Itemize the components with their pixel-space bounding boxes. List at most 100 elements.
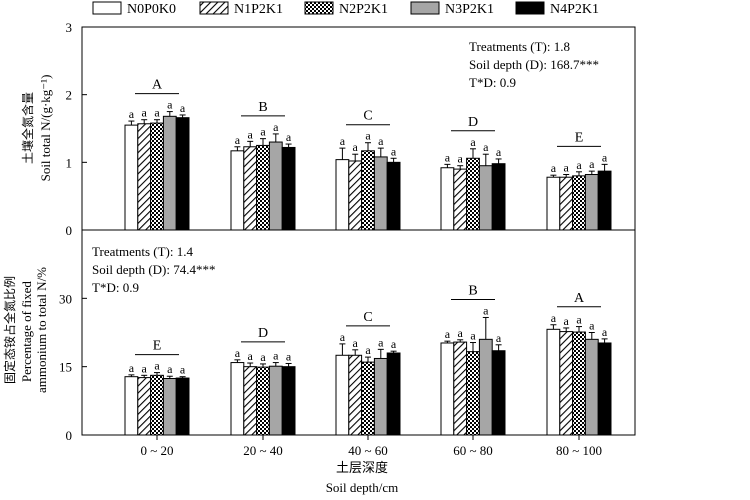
top-group-letter-4: E bbox=[575, 130, 584, 145]
bottom-bar-label-2-2: a bbox=[365, 343, 371, 357]
top-bar-label-4-3: a bbox=[589, 157, 595, 171]
top-bar-4-4 bbox=[597, 170, 612, 231]
x-tick-label-1: 20 ~ 40 bbox=[243, 443, 283, 458]
bottom-group-letter-4: A bbox=[574, 291, 585, 306]
bottom-bar-2-4 bbox=[386, 352, 401, 436]
bottom-group-letter-1: D bbox=[258, 326, 268, 341]
top-bar-label-4-1: a bbox=[564, 161, 570, 175]
top-stat-treatments: Treatments (T): 1.8 bbox=[469, 39, 570, 54]
bottom-bar-3-2 bbox=[466, 351, 480, 436]
bottom-bar-label-4-4: a bbox=[602, 325, 608, 339]
bottom-bar-label-2-0: a bbox=[340, 330, 346, 344]
bottom-bar-4-3 bbox=[584, 338, 599, 436]
bottom-bar-1-3 bbox=[268, 365, 283, 436]
bottom-bar-label-1-1: a bbox=[248, 349, 254, 363]
top-ytick-label-1: 1 bbox=[66, 155, 73, 170]
top-ytick-label-0: 0 bbox=[66, 223, 73, 238]
bottom-bar-4-2 bbox=[572, 331, 586, 436]
bottom-ytick-label-0: 0 bbox=[66, 428, 73, 443]
bottom-bar-3-1 bbox=[453, 341, 468, 436]
bottom-ylabel-cn: 固定态铵占全氮比例 bbox=[2, 276, 17, 384]
top-bar-label-0-3: a bbox=[167, 98, 173, 112]
legend: N0P0K0 N1P2K1 N2P2K1 N3P2K1 N4P2K1 bbox=[92, 1, 599, 17]
bottom-bar-4-1 bbox=[559, 331, 574, 436]
legend-swatch-n4p2k1 bbox=[515, 1, 545, 15]
bottom-bar-0-2 bbox=[150, 374, 164, 436]
top-bar-2-2 bbox=[361, 150, 375, 231]
bottom-bar-label-4-3: a bbox=[589, 319, 595, 333]
top-stat-interaction: T*D: 0.9 bbox=[469, 75, 516, 90]
top-group-letter-1: B bbox=[258, 100, 267, 115]
top-bar-label-0-0: a bbox=[129, 107, 135, 121]
bottom-stat-interaction: T*D: 0.9 bbox=[92, 280, 139, 295]
top-stat-depth: Soil depth (D): 168.7*** bbox=[469, 57, 599, 72]
bottom-stat-treatments: Treatments (T): 1.4 bbox=[92, 244, 193, 259]
bottom-y-ticks: 0 15 30 bbox=[59, 291, 87, 443]
top-bar-3-2 bbox=[466, 157, 480, 231]
top-bar-label-1-0: a bbox=[235, 133, 241, 147]
top-bar-0-2 bbox=[150, 122, 164, 231]
bottom-group-letter-3: B bbox=[468, 283, 477, 298]
bottom-bar-0-3 bbox=[162, 378, 177, 436]
top-ytick-label-3: 3 bbox=[66, 20, 73, 35]
bottom-bar-label-3-4: a bbox=[496, 331, 502, 345]
bottom-ylabel-en-line1: Percentage of fixed bbox=[19, 281, 34, 383]
bottom-bar-label-0-1: a bbox=[142, 361, 148, 375]
legend-label-n4p2k1: N4P2K1 bbox=[550, 2, 599, 17]
bottom-bar-2-3 bbox=[373, 357, 388, 436]
bottom-bar-label-4-1: a bbox=[564, 314, 570, 328]
bottom-bar-label-2-3: a bbox=[378, 335, 384, 349]
top-bar-label-2-3: a bbox=[378, 134, 384, 148]
top-bar-1-0 bbox=[230, 150, 245, 231]
top-bar-4-2 bbox=[572, 175, 586, 231]
top-bar-2-0 bbox=[335, 159, 350, 231]
bottom-bar-1-0 bbox=[230, 362, 245, 436]
bottom-ytick-label-1: 15 bbox=[59, 360, 72, 375]
top-bar-label-3-1: a bbox=[458, 152, 464, 166]
bottom-bar-label-2-4: a bbox=[391, 337, 397, 351]
top-panel: 0 1 2 3 土壤全氮含量 Soil total N/(g·kg⁻¹) Treatm… bbox=[20, 20, 636, 238]
top-bar-label-0-1: a bbox=[142, 106, 148, 120]
top-bar-label-2-2: a bbox=[365, 129, 371, 143]
top-bar-label-4-0: a bbox=[551, 161, 557, 175]
bottom-bar-2-1 bbox=[348, 354, 363, 436]
top-ytick-label-2: 2 bbox=[66, 88, 73, 103]
bottom-panel: 0 15 30 固定态铵占全氮比例 Percentage of fixed ammo… bbox=[2, 229, 636, 443]
top-bar-label-1-3: a bbox=[273, 120, 279, 134]
bottom-ylabel-en-line2: ammonium to total N/% bbox=[34, 267, 49, 393]
bottom-bar-1-2 bbox=[256, 366, 270, 436]
top-bar-4-0 bbox=[546, 176, 561, 231]
bottom-bar-label-4-0: a bbox=[551, 311, 557, 325]
legend-label-n2p2k1: N2P2K1 bbox=[339, 2, 388, 17]
top-bar-1-3 bbox=[268, 141, 283, 231]
top-bar-3-4 bbox=[491, 163, 506, 231]
top-bar-1-2 bbox=[256, 144, 270, 231]
bottom-ytick-label-2: 30 bbox=[59, 291, 72, 306]
top-bar-label-0-2: a bbox=[154, 106, 160, 120]
top-bar-2-4 bbox=[386, 161, 401, 231]
top-bar-0-4 bbox=[175, 117, 190, 231]
bottom-bar-3-0 bbox=[440, 342, 455, 436]
bottom-bar-label-1-2: a bbox=[260, 350, 266, 364]
legend-label-n3p2k1: N3P2K1 bbox=[445, 2, 494, 17]
top-bar-1-4 bbox=[281, 146, 296, 231]
top-bar-3-1 bbox=[453, 168, 468, 231]
top-bar-label-4-4: a bbox=[602, 150, 608, 164]
bottom-bar-0-0 bbox=[124, 376, 139, 436]
top-bar-0-3 bbox=[162, 115, 177, 231]
legend-swatch-n3p2k1 bbox=[410, 1, 440, 15]
x-axis-label-en: Soil depth/cm bbox=[326, 480, 399, 495]
top-y-ticks: 0 1 2 3 bbox=[66, 20, 87, 238]
top-bar-1-1 bbox=[243, 146, 258, 231]
bottom-ylabel-en: Percentage of fixed ammonium to total N/… bbox=[19, 267, 49, 393]
x-tick-label-2: 40 ~ 60 bbox=[348, 443, 388, 458]
top-bar-4-3 bbox=[584, 174, 599, 231]
x-axis-label-cn: 土层深度 bbox=[336, 460, 388, 475]
top-bar-label-1-4: a bbox=[286, 130, 292, 144]
bottom-bar-label-0-0: a bbox=[129, 361, 135, 375]
bottom-bar-label-0-3: a bbox=[167, 362, 173, 376]
top-bar-0-1 bbox=[137, 123, 152, 231]
top-bar-label-2-4: a bbox=[391, 144, 397, 158]
